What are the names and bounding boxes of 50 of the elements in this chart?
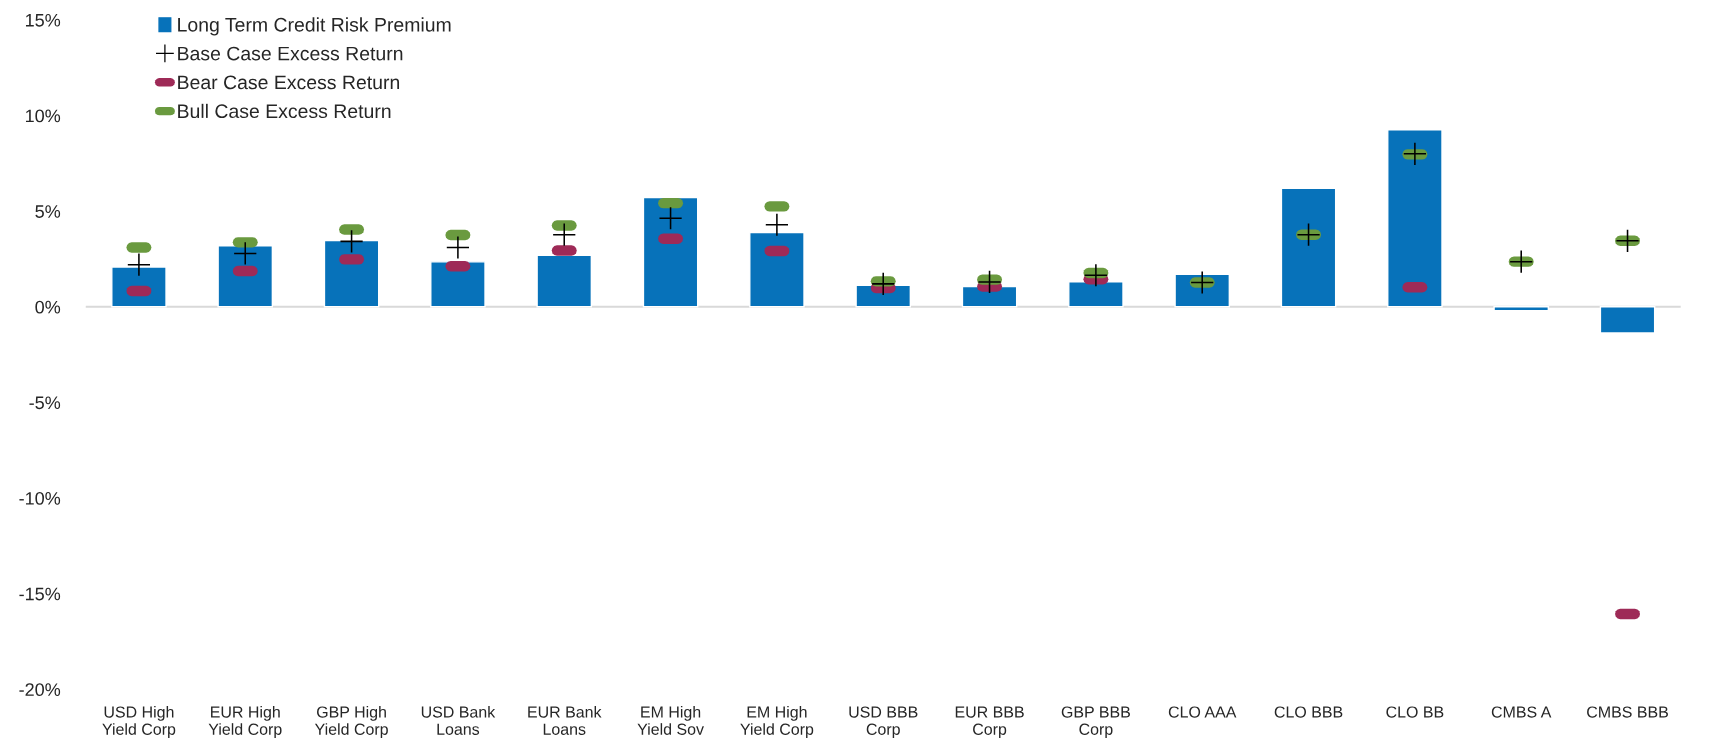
legend-label: Long Term Credit Risk Premium	[178, 17, 451, 36]
bar	[430, 261, 486, 308]
point	[446, 236, 470, 259]
bar	[1280, 187, 1337, 308]
bar	[1068, 281, 1124, 308]
legend-label: Bull Case Excess Return	[178, 103, 391, 119]
y-tick-label: -5%	[29, 396, 61, 410]
x-tick-label: EUR High Yield Corp	[208, 705, 282, 738]
point	[1616, 229, 1639, 252]
x-tick-label: EM High Yield Corp	[740, 705, 814, 738]
y-tick-label: -10%	[19, 491, 61, 505]
y-tick-label: 0%	[35, 300, 61, 314]
point	[765, 213, 789, 236]
bar	[1599, 306, 1656, 334]
x-tick-label: EUR Bank Loans	[528, 705, 602, 735]
x-tick-label: CMBS BBB	[1587, 706, 1668, 718]
x-tick-label: EUR BBB Corp	[955, 706, 1024, 738]
point	[234, 242, 257, 265]
x-tick-label: GBP BBB Corp	[1061, 706, 1130, 738]
y-tick-label: 5%	[35, 205, 61, 218]
point	[872, 272, 895, 295]
x-tick-label: USD High Yield Corp	[102, 705, 176, 738]
point	[659, 207, 682, 230]
y-tick-label: 15%	[25, 13, 61, 27]
x-tick-label: USD BBB Corp	[849, 706, 918, 738]
x-tick-label: GBP High Yield Corp	[314, 705, 388, 738]
point	[553, 223, 576, 246]
bar	[1493, 306, 1550, 312]
point	[1403, 142, 1426, 165]
point	[127, 253, 151, 276]
point	[1084, 264, 1107, 287]
x-tick-label: CLO BBB	[1274, 706, 1343, 718]
y-tick-label: 10%	[25, 109, 61, 123]
x-tick-label: CMBS A	[1491, 706, 1552, 718]
bar	[642, 196, 699, 308]
x-tick-label: USD Bank Loans	[421, 705, 496, 735]
legend-label: Bear Case Excess Return	[178, 75, 400, 90]
x-tick-label: CLO BB	[1386, 706, 1444, 718]
bar	[536, 254, 593, 308]
x-tick-label: CLO AAA	[1168, 706, 1237, 718]
bar	[217, 245, 274, 308]
bar	[749, 231, 805, 308]
y-tick-label: -15%	[19, 587, 61, 601]
point	[1510, 250, 1533, 273]
y-tick-label: -20%	[19, 683, 61, 697]
bar	[1387, 129, 1443, 308]
point	[978, 270, 1001, 294]
legend-label: Base Case Excess Return	[178, 46, 403, 61]
x-tick-label: EM High Yield Sov	[637, 705, 704, 735]
bar	[323, 239, 380, 308]
